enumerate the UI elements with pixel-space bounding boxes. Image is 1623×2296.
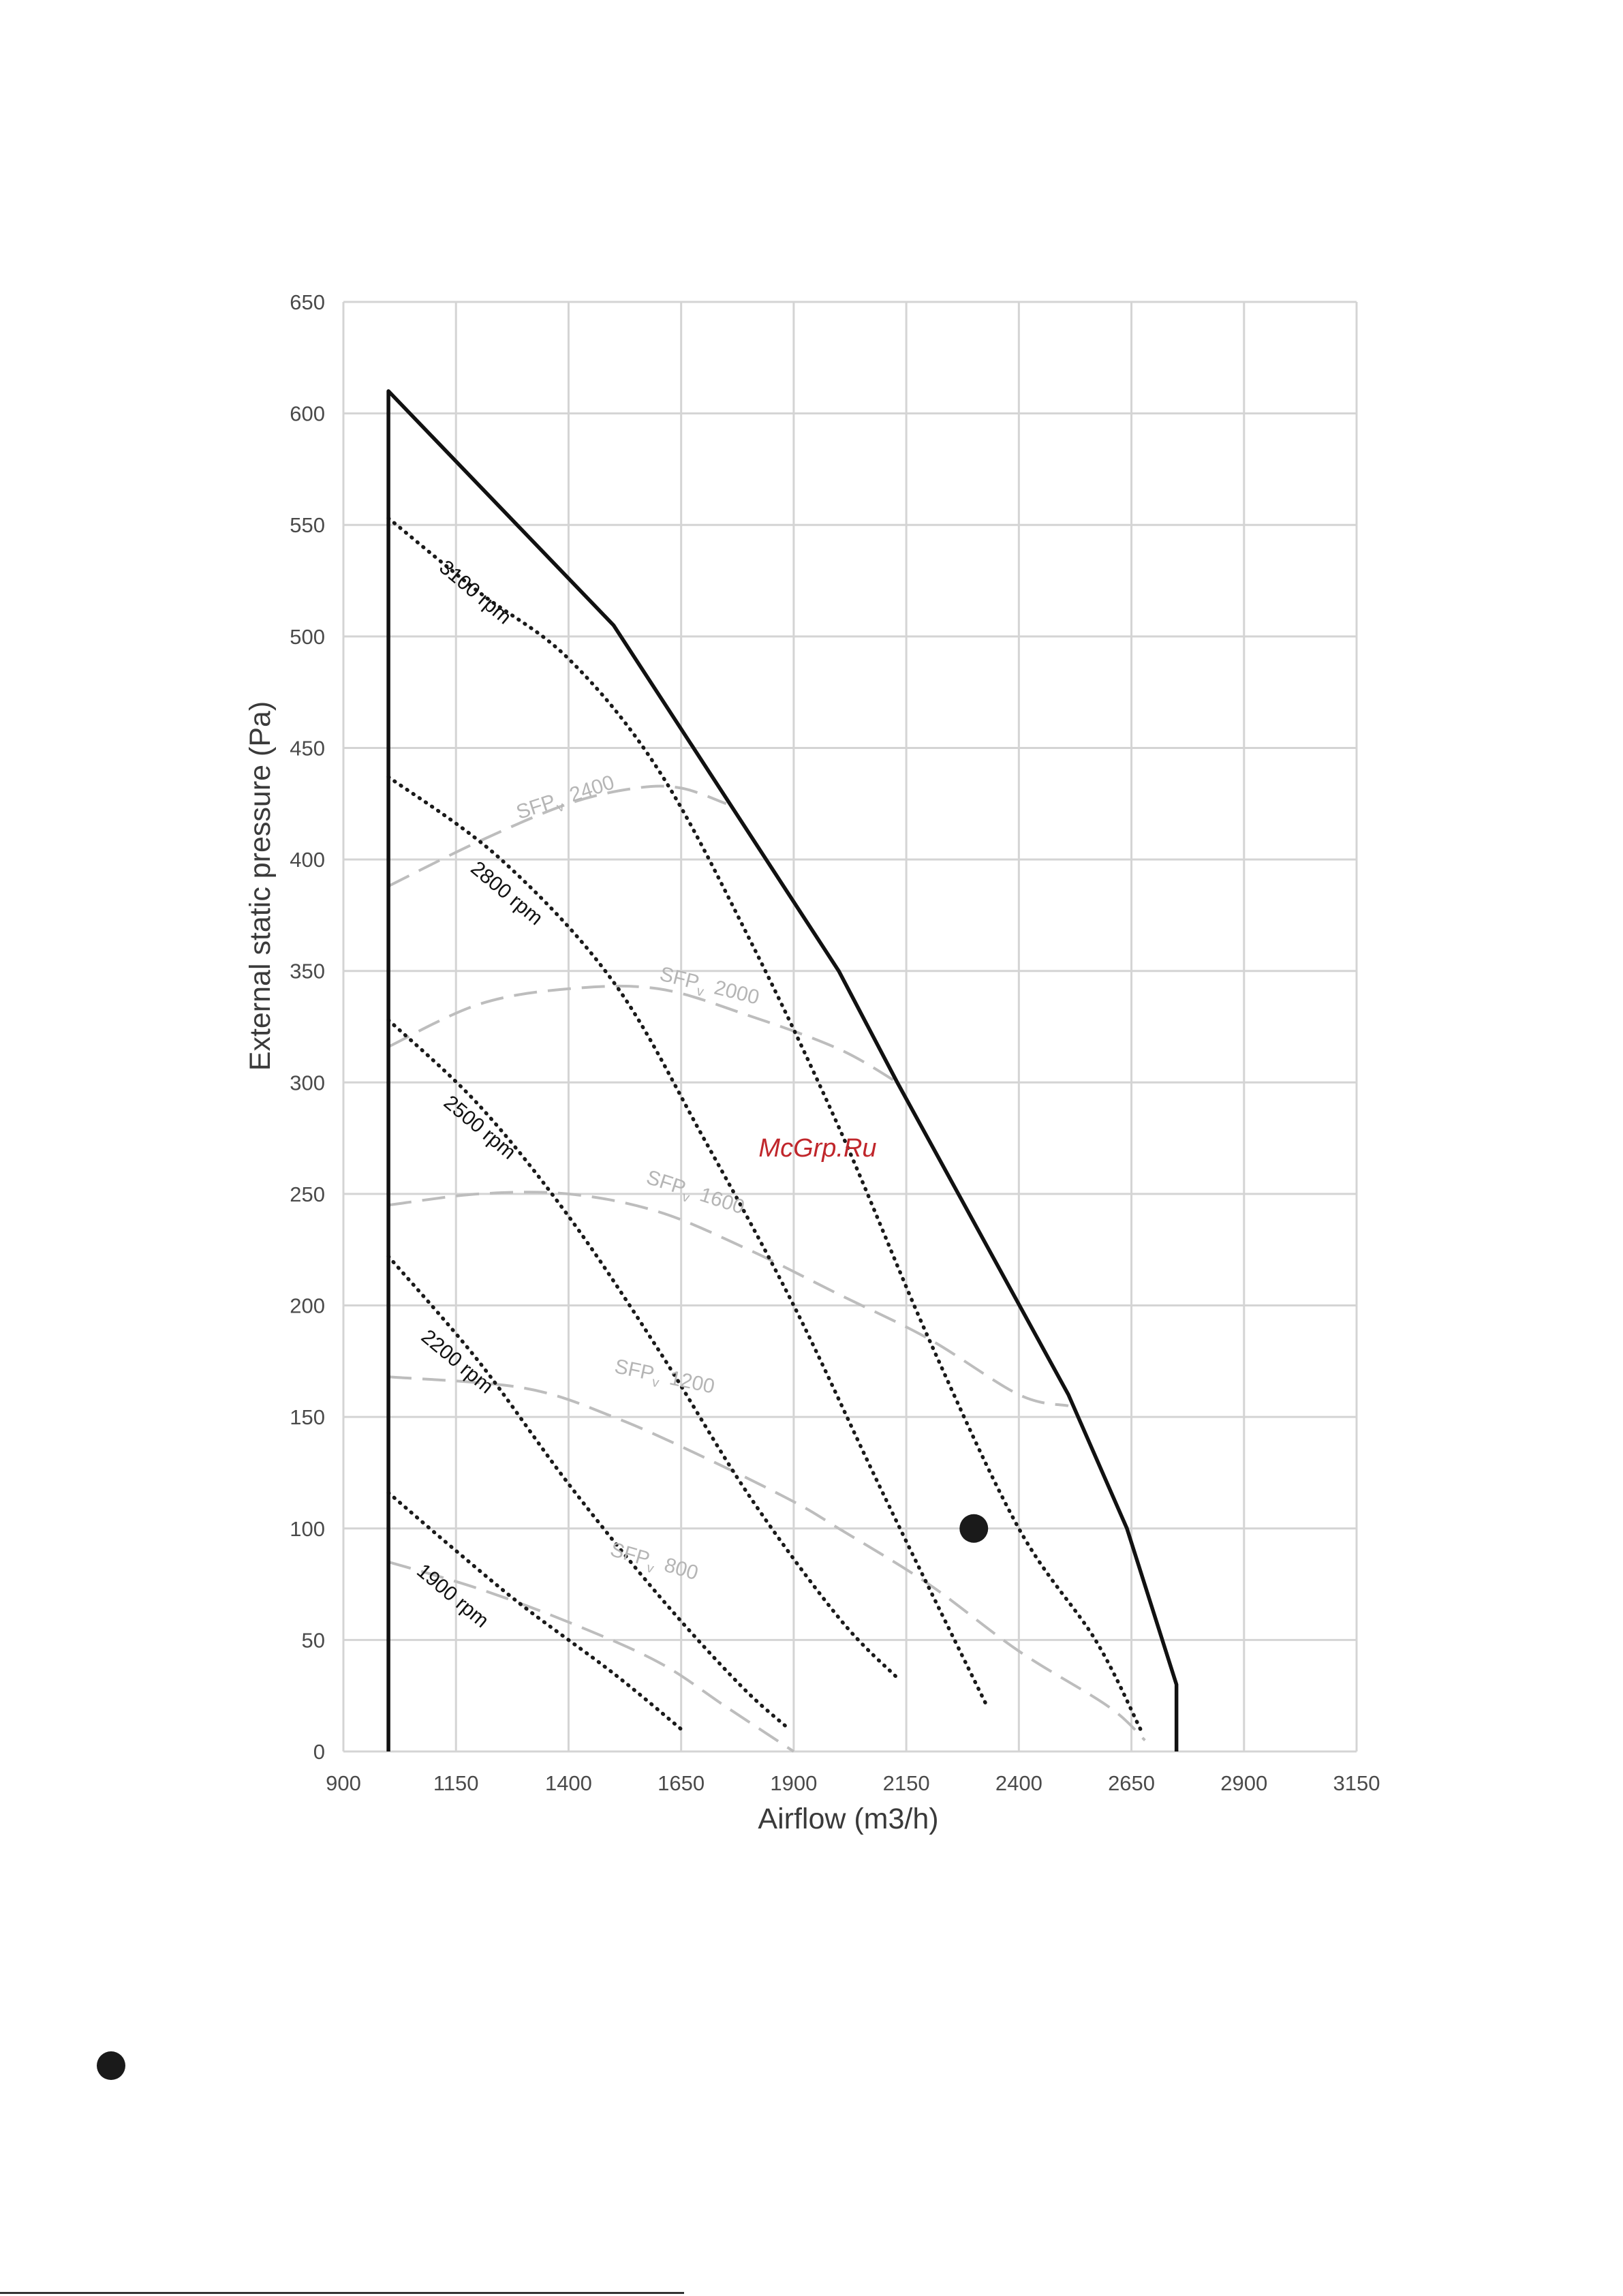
sfp-label-800: SFPv 800 [606,1538,700,1589]
y-tick-labels: 0 50 100 150 200 250 300 350 400 450 500 550 600 650 [290,290,325,1764]
sfp-label-2400: SFPv2400 [514,771,619,827]
x-tick-label-7: 2650 [1108,1771,1155,1795]
grid [342,301,1358,1753]
operating-points [959,1514,989,1543]
sfp-label-1200: SFPv 1200 [612,1355,717,1402]
operating-point-legend-marker [97,2051,125,2080]
x-tick-label-2: 1400 [545,1771,592,1795]
y-axis-title: External static pressure (Pa) [244,701,277,1071]
watermark-text: McGrp.Ru [758,1134,876,1163]
rpm-label-3100-rpm: 3100 rpm [435,556,515,629]
y-tick-label-8: 400 [290,848,325,872]
x-tick-label-6: 2400 [995,1771,1042,1795]
y-tick-label-12: 600 [290,402,325,426]
x-tick-labels: 900 1150 1400 1650 1900 2150 2400 2650 2900 3150 [326,1771,1380,1795]
page-footer-rule [0,2292,684,2294]
y-tick-label-0: 0 [313,1740,325,1764]
rpm-curves [386,516,1143,1732]
x-tick-label-1: 1150 [433,1771,479,1795]
x-tick-label-8: 2900 [1220,1771,1267,1795]
y-tick-label-11: 550 [290,513,325,537]
operating-envelope-line [386,389,1179,1751]
y-tick-label-2: 100 [290,1517,325,1541]
y-tick-label-1: 50 [302,1628,325,1652]
rpm-curve-3100-rpm [386,516,1143,1732]
sfp-curves [388,784,1146,1753]
x-axis-title: Airflow (m3/h) [758,1803,938,1835]
sfp-curve-2400 [388,784,727,888]
x-tick-label-5: 2150 [883,1771,930,1795]
rpm-curve-2800-rpm [386,775,989,1709]
sfp-curve-1200 [388,1375,1146,1742]
y-tick-label-6: 300 [290,1071,325,1095]
y-tick-label-7: 350 [290,960,325,983]
rpm-label-2500-rpm: 2500 rpm [439,1091,520,1164]
sfp-curve-2000 [388,984,898,1084]
y-tick-label-4: 200 [290,1294,325,1318]
rpm-curve-1900-rpm [386,1490,683,1732]
boundary-curve [386,389,1179,1751]
sfp-curve-800 [388,1560,795,1753]
y-tick-label-13: 650 [290,290,325,314]
y-tick-label-3: 150 [290,1405,325,1429]
y-tick-label-9: 450 [290,736,325,760]
rpm-curve-2500-rpm [386,1017,899,1680]
rpm-curve-2200-rpm [386,1254,792,1732]
y-tick-label-5: 250 [290,1182,325,1206]
x-tick-label-4: 1900 [770,1771,817,1795]
sfp-curve-1600 [388,1191,1069,1407]
y-tick-label-10: 500 [290,625,325,649]
x-tick-label-3: 1650 [658,1771,705,1795]
operating-point-marker [959,1514,989,1543]
x-tick-label-9: 3150 [1333,1771,1380,1795]
x-tick-label-0: 900 [326,1771,361,1795]
